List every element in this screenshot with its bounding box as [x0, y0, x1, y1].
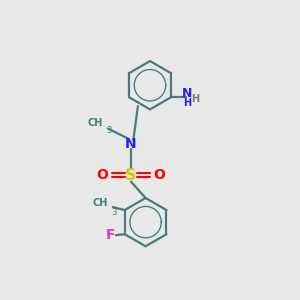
- Text: H: H: [191, 94, 200, 104]
- Text: H: H: [183, 98, 191, 108]
- Text: CH: CH: [92, 198, 108, 208]
- Text: 3: 3: [111, 208, 117, 217]
- Text: 3: 3: [106, 126, 112, 135]
- Text: N: N: [125, 137, 137, 151]
- Text: CH: CH: [88, 118, 103, 128]
- Text: O: O: [96, 168, 108, 182]
- Text: O: O: [154, 168, 165, 182]
- Text: F: F: [106, 228, 116, 242]
- Text: S: S: [125, 167, 136, 182]
- Text: N: N: [182, 87, 192, 100]
